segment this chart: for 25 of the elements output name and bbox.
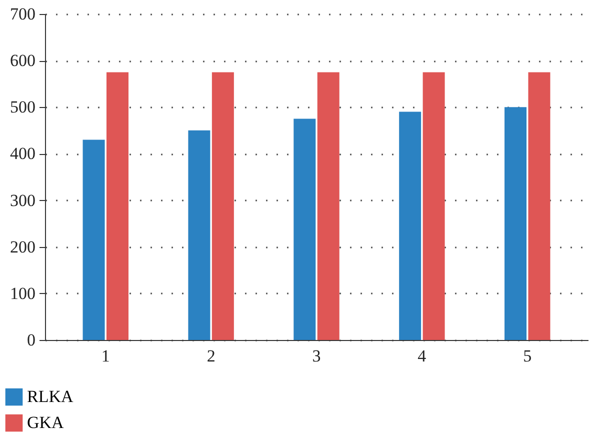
y-tick-label: 400 <box>10 144 36 164</box>
y-tick-label: 100 <box>10 284 36 303</box>
bar <box>188 130 210 340</box>
bar <box>212 72 234 340</box>
y-tick-label: 0 <box>27 330 36 350</box>
y-tick-label: 700 <box>10 4 36 24</box>
bar <box>504 107 527 340</box>
y-tick-label: 200 <box>10 237 36 256</box>
legend-label: GKA <box>27 413 65 432</box>
y-tick-label: 300 <box>10 190 36 210</box>
x-tick-label: 2 <box>206 346 216 366</box>
legend-label: RLKA <box>27 387 74 406</box>
x-tick-label: 4 <box>418 346 427 366</box>
x-tick-label: 5 <box>523 346 532 366</box>
bar <box>399 112 422 340</box>
y-tick-label: 500 <box>10 98 36 117</box>
bar <box>294 118 316 340</box>
x-tick-label: 1 <box>101 346 110 366</box>
bar <box>422 72 445 340</box>
bar <box>82 140 105 340</box>
bar <box>528 72 550 340</box>
bar <box>106 72 128 340</box>
x-tick-label: 3 <box>312 346 321 366</box>
y-tick-label: 600 <box>10 51 36 70</box>
bar <box>317 72 340 340</box>
